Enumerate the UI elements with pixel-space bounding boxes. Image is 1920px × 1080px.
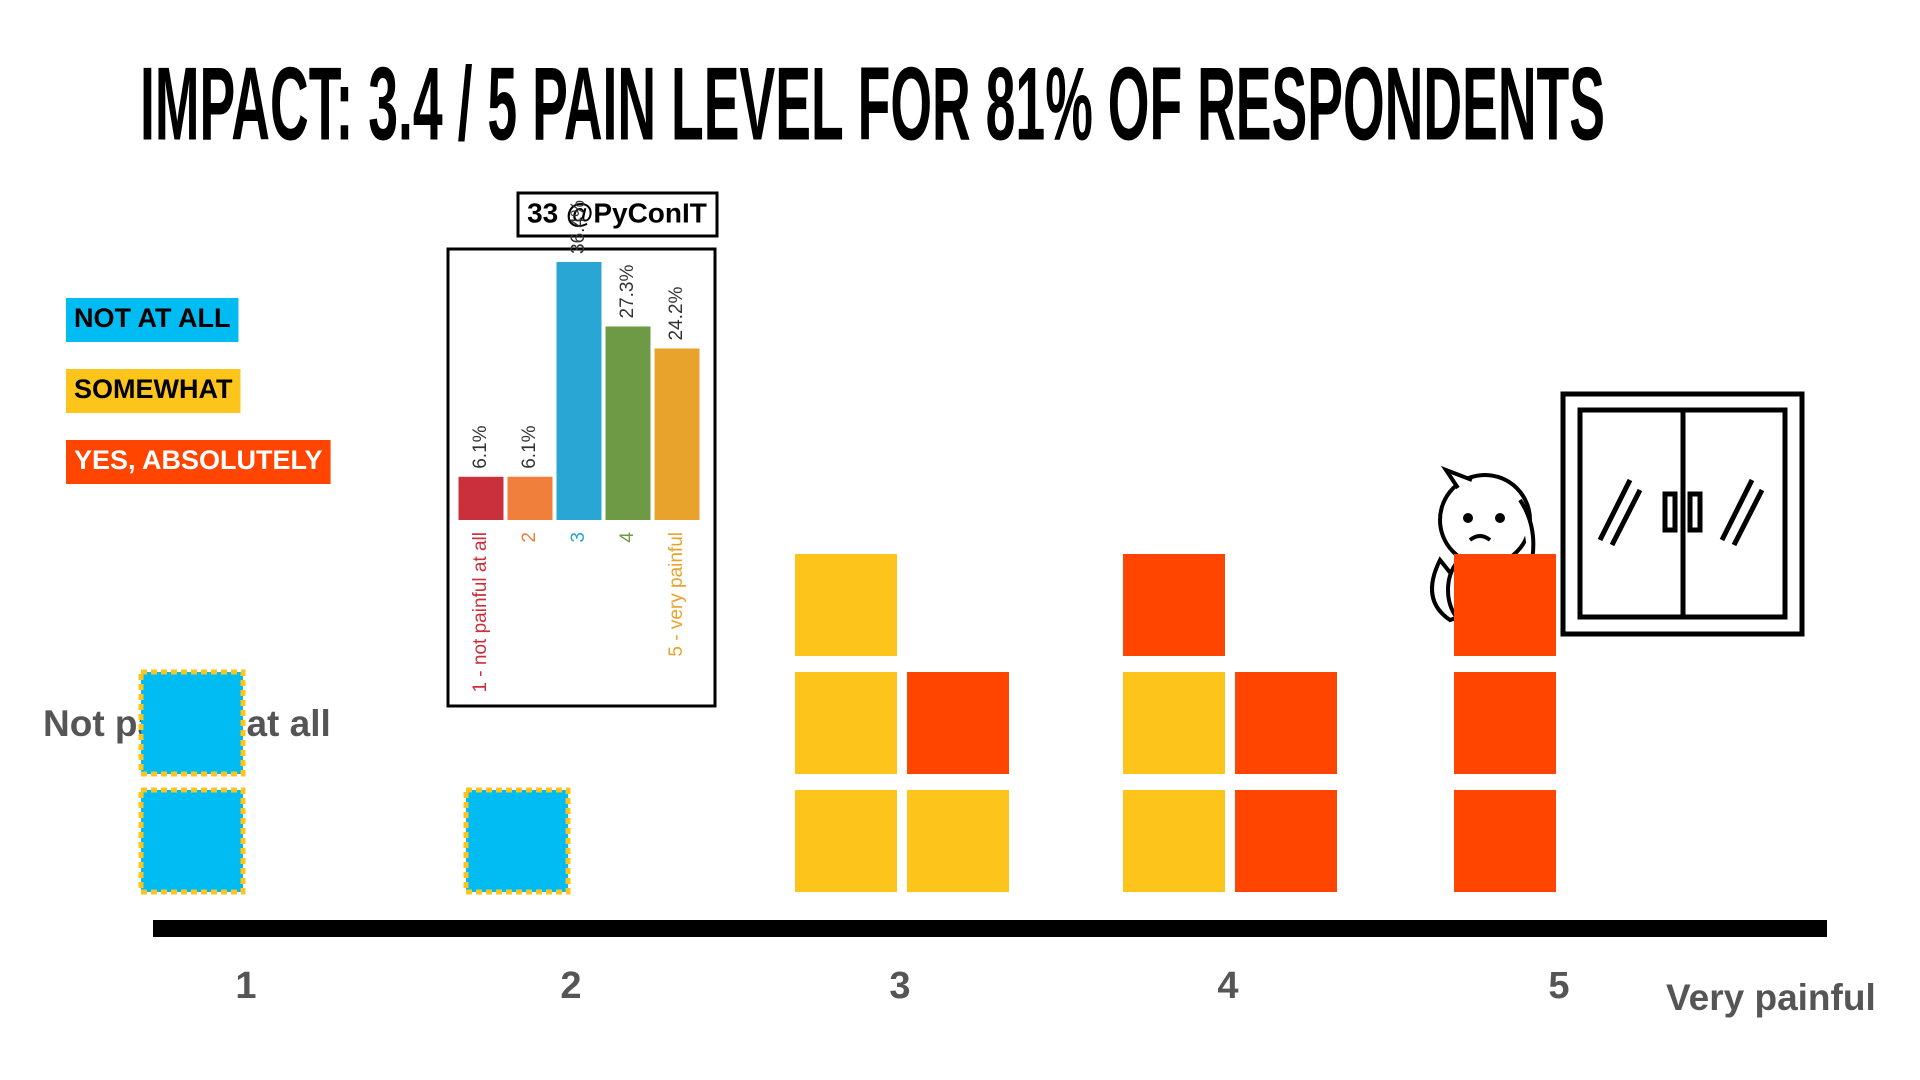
- value-label: 27.3%: [617, 265, 638, 319]
- unit-square: [138, 669, 246, 777]
- x-tick-label: 4: [1217, 965, 1238, 1007]
- x-tick-label: 3: [889, 965, 910, 1007]
- unit-square: [1123, 790, 1225, 892]
- unit-square: [795, 672, 897, 774]
- legend-label: NOT AT ALL: [74, 303, 230, 333]
- inset-title-box: [516, 191, 719, 238]
- category-label: 1 - not painful at all: [470, 532, 491, 693]
- legend-label: SOMEWHAT: [74, 374, 233, 404]
- unit-square: [1123, 554, 1225, 656]
- window-illustration: [1560, 391, 1805, 637]
- value-label: 24.2%: [666, 286, 687, 340]
- category-label: 3: [568, 532, 589, 543]
- bar: [605, 326, 651, 520]
- legend-swatch: [66, 369, 241, 413]
- unit-square: [1123, 672, 1225, 774]
- unit-square: [907, 790, 1009, 892]
- value-label: 6.1%: [519, 425, 540, 468]
- bar: [654, 348, 700, 520]
- category-label: 2: [519, 532, 540, 543]
- inset-title: 33 @PyConIT: [527, 197, 707, 228]
- x-tick-label: 5: [1548, 965, 1569, 1007]
- unit-square: [1454, 672, 1556, 774]
- unit-square: [463, 787, 571, 895]
- unit-square: [795, 554, 897, 656]
- legend-swatch: [66, 298, 239, 342]
- unit-square: [795, 790, 897, 892]
- slide-title: IMPACT: 3.4 / 5 PAIN LEVEL FOR 81% OF RE…: [140, 46, 1605, 162]
- unit-square: [1235, 672, 1337, 774]
- unit-square: [1454, 554, 1556, 656]
- category-label: 5 - very painful: [666, 532, 687, 657]
- x-tick-label: 2: [560, 965, 581, 1007]
- value-label: 6.1%: [470, 425, 491, 468]
- category-label: 4: [617, 532, 638, 543]
- legend-swatch: [66, 440, 331, 484]
- unit-square: [1235, 790, 1337, 892]
- bar: [556, 262, 602, 520]
- axis-line: [153, 920, 1827, 937]
- unit-square: [1454, 790, 1556, 892]
- axis-right-label: Very painful: [1666, 977, 1876, 1018]
- value-label: 36.4%: [568, 200, 589, 254]
- legend-label: YES, ABSOLUTELY: [74, 445, 323, 475]
- x-tick-label: 1: [235, 965, 256, 1007]
- bar: [507, 476, 553, 520]
- unit-square: [907, 672, 1009, 774]
- unit-square: [138, 787, 246, 895]
- bar: [458, 476, 504, 520]
